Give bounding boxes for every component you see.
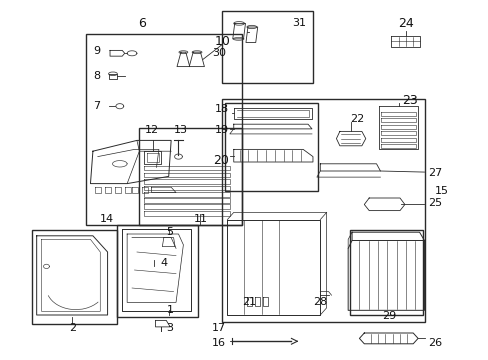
Bar — [224, 103, 317, 191]
Text: 25: 25 — [427, 198, 441, 208]
Text: 23: 23 — [401, 94, 417, 107]
Text: 7: 7 — [93, 101, 100, 111]
Bar — [85, 34, 242, 225]
Text: 31: 31 — [292, 18, 306, 28]
Text: 18: 18 — [214, 104, 228, 114]
Text: 10: 10 — [214, 35, 230, 48]
Text: 5: 5 — [166, 227, 173, 237]
Bar — [222, 11, 312, 83]
Text: 21: 21 — [242, 297, 256, 307]
Text: 26: 26 — [427, 338, 441, 348]
Text: 1: 1 — [166, 305, 173, 315]
Text: 6: 6 — [138, 17, 145, 30]
Bar — [32, 230, 117, 324]
Bar — [222, 99, 425, 322]
Text: 11: 11 — [193, 214, 207, 224]
Text: 28: 28 — [312, 297, 327, 307]
Text: 30: 30 — [211, 48, 225, 58]
Text: 15: 15 — [434, 186, 448, 196]
Text: 16: 16 — [211, 338, 225, 348]
Text: 29: 29 — [381, 311, 395, 321]
Text: 14: 14 — [100, 214, 113, 224]
Text: 27: 27 — [427, 168, 441, 178]
Text: 13: 13 — [174, 125, 187, 135]
Text: 19: 19 — [214, 125, 228, 135]
Text: 3: 3 — [166, 323, 173, 333]
Bar — [139, 128, 242, 225]
Text: 12: 12 — [144, 125, 158, 135]
Bar — [117, 225, 198, 317]
Text: 2: 2 — [69, 323, 76, 333]
Text: 24: 24 — [397, 17, 413, 30]
Text: 8: 8 — [93, 71, 100, 81]
Text: 20: 20 — [213, 154, 228, 167]
Text: 17: 17 — [211, 323, 225, 333]
Text: 22: 22 — [349, 114, 364, 124]
Text: 9: 9 — [93, 46, 100, 56]
Bar — [349, 230, 422, 315]
Text: 4: 4 — [160, 258, 167, 268]
